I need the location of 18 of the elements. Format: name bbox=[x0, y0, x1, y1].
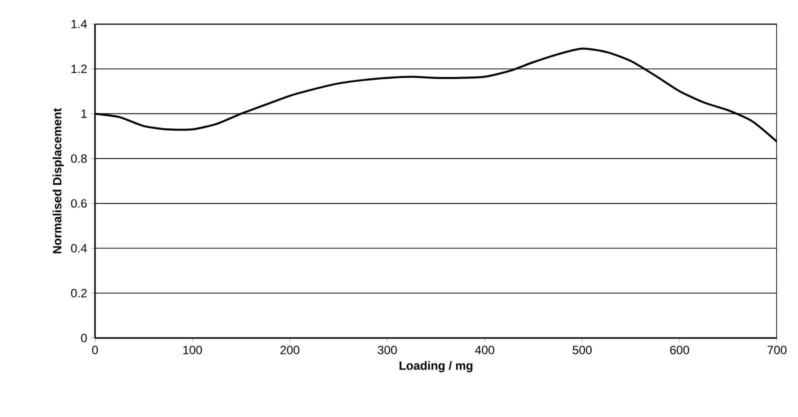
y-tick-label: 0.8 bbox=[71, 154, 87, 163]
x-tick-label: 500 bbox=[572, 346, 592, 354]
y-tick-label: 0.4 bbox=[71, 244, 87, 253]
y-tick-label: 0 bbox=[81, 334, 87, 342]
x-axis-title: Loading / mg bbox=[400, 361, 472, 372]
x-tick-label: 0 bbox=[92, 346, 98, 354]
x-tick-label: 300 bbox=[378, 346, 397, 354]
y-axis-title: Normalised Displacement bbox=[52, 108, 64, 254]
x-tick-label: 400 bbox=[475, 346, 494, 354]
x-tick-label: 600 bbox=[670, 346, 690, 354]
x-tick-label: 700 bbox=[768, 346, 787, 354]
y-tick-label: 1.4 bbox=[72, 20, 87, 28]
x-tick-label: 100 bbox=[183, 346, 202, 354]
y-tick-label: 1 bbox=[81, 110, 87, 118]
y-tick-label: 0.6 bbox=[71, 199, 87, 208]
x-tick-label: 200 bbox=[280, 346, 300, 354]
y-tick-label: 1.2 bbox=[72, 64, 87, 74]
y-tick-label: 0.2 bbox=[71, 288, 87, 298]
